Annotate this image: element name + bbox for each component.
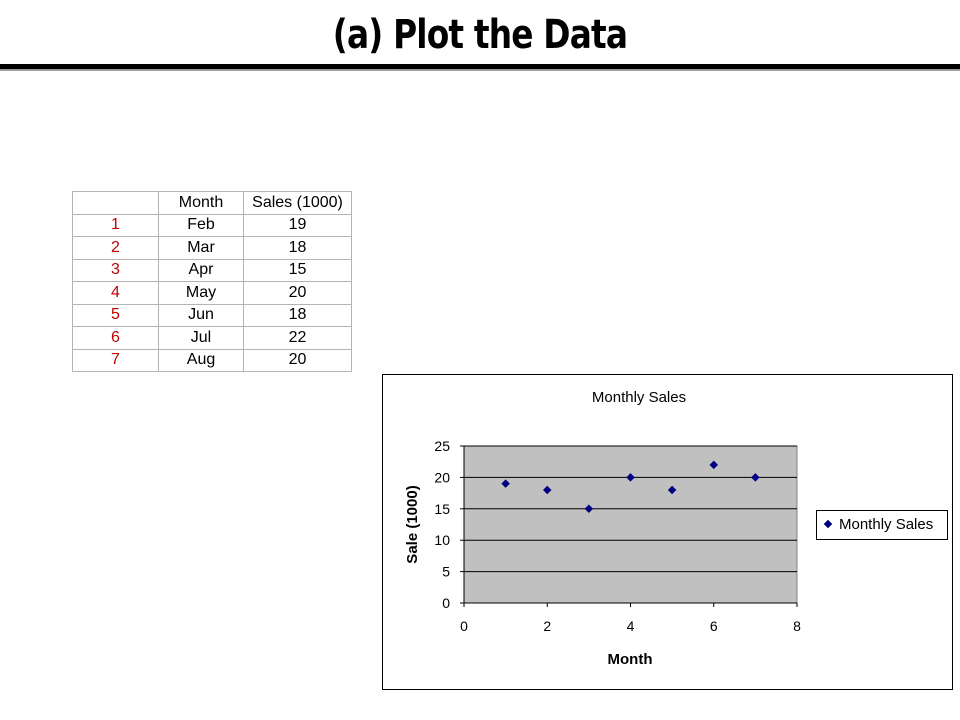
table-row: 5 Jun 18 <box>72 303 352 327</box>
y-tick-label: 15 <box>434 501 450 517</box>
y-tick-label: 5 <box>442 564 450 580</box>
table-row: 4 May 20 <box>72 281 352 305</box>
legend-marker-icon <box>823 519 833 529</box>
row-number-cell: 4 <box>72 281 159 305</box>
month-cell: Jun <box>158 303 244 327</box>
row-number-cell: 7 <box>72 348 159 372</box>
x-tick-label: 4 <box>627 618 635 634</box>
x-tick-label: 0 <box>460 618 468 634</box>
slide-title: (a) Plot the Data <box>332 12 628 58</box>
data-point <box>709 460 718 470</box>
row-number-cell: 5 <box>72 303 159 327</box>
sales-cell: 18 <box>243 303 352 327</box>
title-underline <box>0 64 960 69</box>
x-axis-title: Month <box>608 651 653 668</box>
table-header-cell: Month <box>158 191 244 215</box>
table-row: 1 Feb 19 <box>72 213 352 237</box>
sales-cell: 15 <box>243 258 352 282</box>
x-tick-label: 6 <box>710 618 718 634</box>
sales-cell: 20 <box>243 348 352 372</box>
table-header-row: Month Sales (1000) <box>72 191 352 215</box>
month-cell: Feb <box>158 213 244 237</box>
month-cell: Apr <box>158 258 244 282</box>
y-tick-label: 25 <box>434 438 450 454</box>
row-number-cell: 1 <box>72 213 159 237</box>
x-tick-label: 8 <box>793 618 801 634</box>
sales-data-table: Month Sales (1000) 1 Feb 19 2 Mar 18 3 A… <box>72 191 352 372</box>
chart-container: 0 5 10 15 20 25 0 2 4 6 8 Monthly Sales Month Sale (1… <box>382 374 953 690</box>
legend-label: Monthly Sales <box>839 516 934 533</box>
month-cell: Aug <box>158 348 244 372</box>
table-row: 6 Jul 22 <box>72 326 352 350</box>
y-axis-title: Sale (1000) <box>404 485 421 563</box>
sales-cell: 18 <box>243 236 352 260</box>
chart-title: Monthly Sales <box>592 389 686 406</box>
row-number-cell: 3 <box>72 258 159 282</box>
plot-area <box>463 445 798 604</box>
scatter-chart: 0 5 10 15 20 25 0 2 4 6 8 Monthly Sales Month Sale (1… <box>404 389 801 668</box>
x-tick-label: 2 <box>543 618 551 634</box>
month-cell: Mar <box>158 236 244 260</box>
y-tick-label: 20 <box>434 469 450 485</box>
table-header-cell: Sales (1000) <box>243 191 352 215</box>
title-underline-shadow <box>0 69 960 71</box>
data-point <box>501 479 510 488</box>
table-row: 3 Apr 15 <box>72 258 352 282</box>
row-number-cell: 6 <box>72 326 159 350</box>
month-cell: Jul <box>158 326 244 350</box>
row-number-cell: 2 <box>72 236 159 260</box>
table-header-cell <box>72 191 159 215</box>
sales-cell: 20 <box>243 281 352 305</box>
month-cell: May <box>158 281 244 305</box>
table-row: 7 Aug 20 <box>72 348 352 372</box>
y-tick-label: 0 <box>442 595 450 611</box>
sales-cell: 19 <box>243 213 352 237</box>
y-tick-label: 10 <box>434 532 450 548</box>
chart-legend: Monthly Sales <box>816 510 948 540</box>
sales-cell: 22 <box>243 326 352 350</box>
table-row: 2 Mar 18 <box>72 236 352 260</box>
